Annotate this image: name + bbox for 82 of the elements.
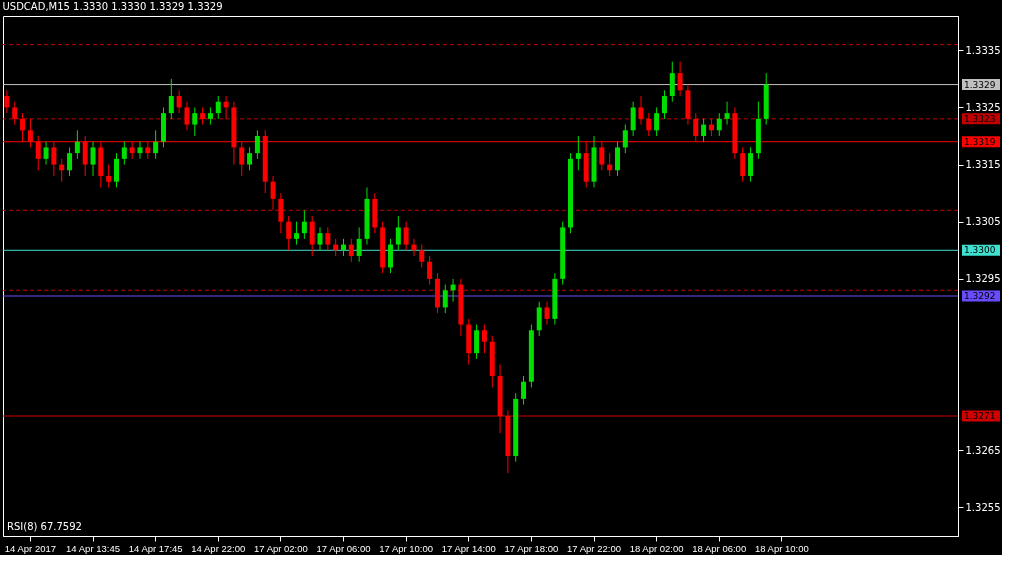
x-tick-label: 17 Apr 10:00 [379, 542, 434, 554]
x-tick-label: 17 Apr 02:00 [253, 542, 308, 554]
candlestick [474, 324, 480, 360]
candlestick [137, 141, 143, 160]
candlestick [254, 129, 260, 160]
y-tick-label: 1.3295 [965, 273, 1001, 285]
candlestick [286, 215, 292, 251]
y-tick-label: 1.3325 [965, 101, 1001, 113]
candlestick [669, 61, 675, 103]
x-tick-label: 14 Apr 13:45 [66, 542, 120, 554]
candlestick [215, 95, 221, 120]
candlestick [121, 141, 127, 166]
candlestick [481, 324, 487, 354]
ref-line-label: 1.3319 [964, 136, 996, 147]
candlestick [536, 301, 542, 337]
ref-line-label: 1.3292 [964, 291, 996, 301]
x-tick-label: 14 Apr 17:45 [128, 542, 183, 554]
y-tick-label: 1.3335 [965, 44, 1001, 56]
x-tick-label: 14 Apr 22:00 [191, 542, 246, 554]
candlestick [317, 226, 323, 251]
ref-line-label: 1.3300 [964, 245, 996, 256]
candlestick [106, 164, 112, 188]
candlestick [395, 215, 401, 251]
candlestick [356, 226, 362, 263]
annotation: RSI(8) 67.7592 [7, 521, 82, 532]
candlestick [622, 124, 628, 154]
x-tick-label: 17 Apr 22:00 [567, 542, 621, 554]
candlestick [301, 209, 307, 240]
candlestick [192, 106, 198, 137]
x-tick-label: 17 Apr 06:00 [316, 542, 371, 554]
candlestick [748, 146, 754, 183]
candlestick [614, 141, 620, 177]
x-tick-label: 17 Apr 14:00 [441, 542, 496, 554]
candlestick [740, 146, 746, 183]
candlestick [701, 118, 707, 143]
candlestick [4, 89, 10, 114]
candlestick [442, 284, 448, 314]
candlestick [521, 375, 527, 406]
ref-line-label: 1.3329 [964, 79, 996, 90]
candlestick [247, 146, 253, 171]
y-tick-label: 1.3265 [965, 444, 1001, 456]
candlestick [67, 146, 73, 177]
candlestick [724, 101, 730, 126]
candlestick [654, 106, 660, 137]
x-tick-label: 18 Apr 06:00 [692, 542, 747, 554]
x-tick-label: 17 Apr 18:00 [504, 542, 559, 554]
candlestick [153, 129, 159, 160]
candlestick [419, 244, 425, 268]
y-tick-label: 1.3255 [965, 501, 1001, 513]
candlestick [176, 89, 182, 114]
candlestick [661, 89, 667, 120]
candlestick [90, 141, 96, 177]
x-tick-label: 18 Apr 02:00 [629, 542, 684, 554]
candlestick [387, 238, 393, 274]
candlestick [74, 129, 80, 160]
candlestick [348, 238, 354, 263]
candlestick [278, 192, 284, 234]
candlestick [716, 112, 722, 137]
candlestick [184, 101, 190, 131]
candlestick [630, 101, 636, 137]
x-tick-label: 18 Apr 10:00 [754, 542, 809, 554]
candlestick [270, 175, 276, 211]
y-tick-label: 1.3315 [965, 159, 1001, 171]
x-tick-label: 14 Apr 2017 [4, 542, 57, 554]
candlestick [309, 215, 315, 257]
candlestick [12, 101, 18, 126]
ref-line-label: 1.3323 [964, 113, 996, 124]
candlestick [325, 226, 331, 251]
candlestick [114, 152, 119, 188]
chart-title: USDCAD,M15 1.3330 1.3330 1.3329 1.3329 [2, 1, 223, 12]
candlestick [544, 301, 550, 326]
candlestick [646, 112, 652, 137]
candlestick [427, 255, 433, 286]
ref-line-label: 1.3271 [964, 411, 996, 421]
candlestick [294, 221, 300, 246]
candlestick [677, 61, 683, 97]
y-tick-label: 1.3305 [965, 216, 1001, 228]
candlestick [638, 95, 644, 126]
candlestick [403, 221, 409, 251]
candlestick [168, 78, 174, 120]
candlestick [575, 135, 581, 171]
candlestick [43, 141, 49, 166]
